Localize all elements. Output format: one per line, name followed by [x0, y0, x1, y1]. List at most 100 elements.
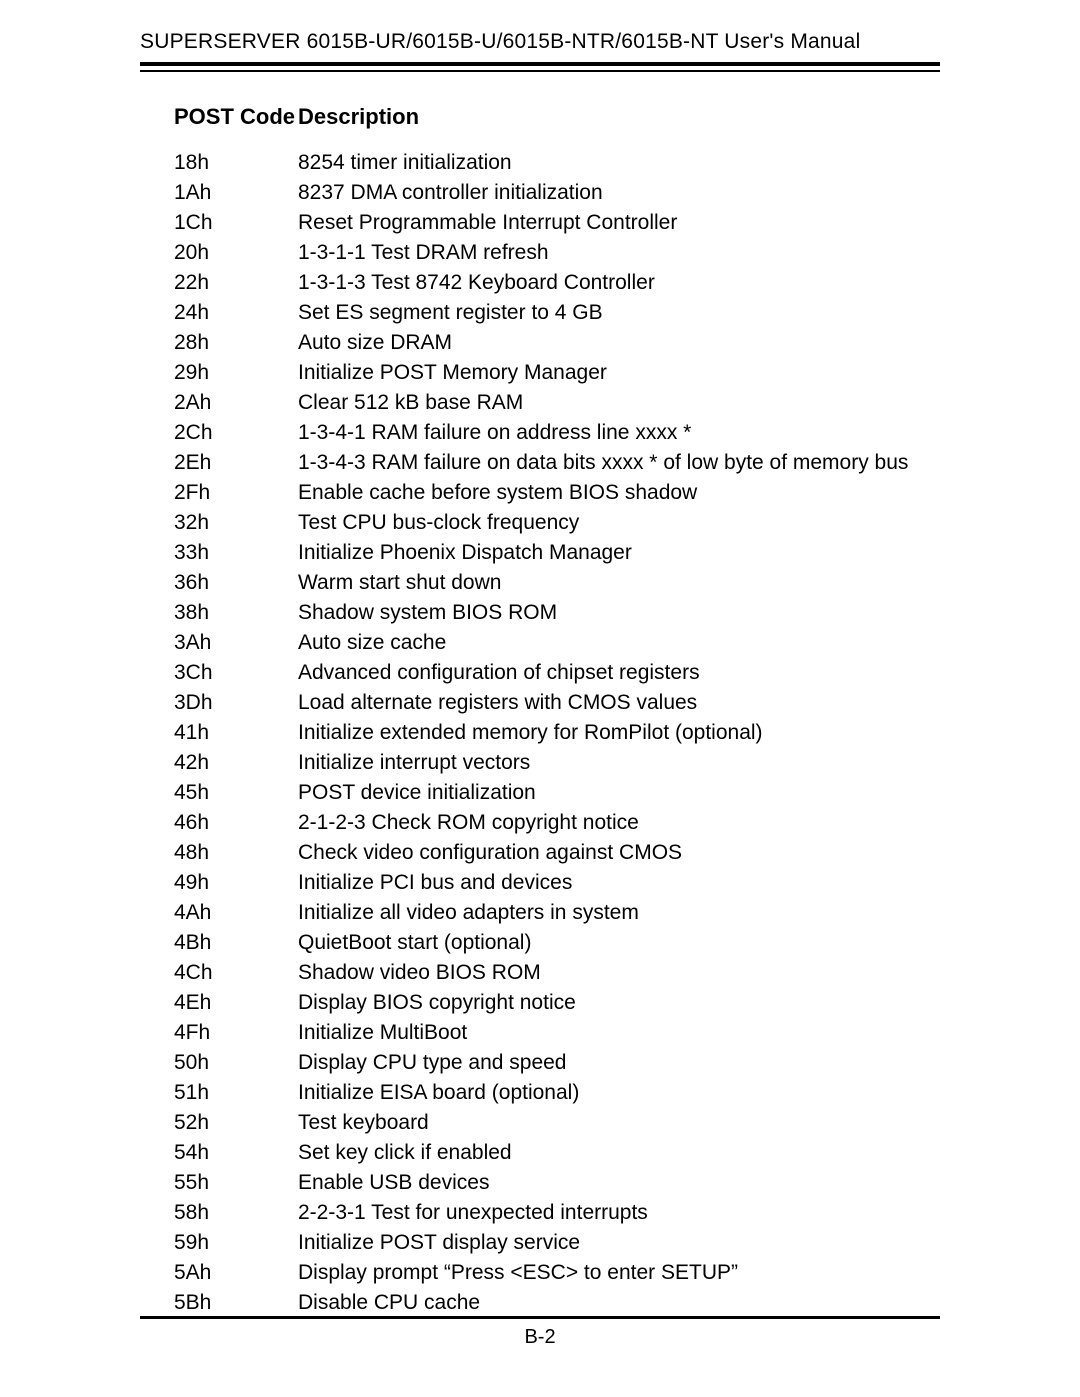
post-description: Shadow video BIOS ROM: [298, 958, 930, 988]
post-code: 2Fh: [174, 478, 298, 508]
post-description: Auto size cache: [298, 628, 930, 658]
table-row: 20h1-3-1-1 Test DRAM refresh: [174, 238, 930, 268]
post-description: Test CPU bus-clock frequency: [298, 508, 930, 538]
post-description: Disable CPU cache: [298, 1288, 930, 1318]
post-description: POST device initialization: [298, 778, 930, 808]
post-description: 2-2-3-1 Test for unexpected interrupts: [298, 1198, 930, 1228]
table-row: 3ChAdvanced configuration of chipset reg…: [174, 658, 930, 688]
post-description: Check video configuration against CMOS: [298, 838, 930, 868]
post-description: Shadow system BIOS ROM: [298, 598, 930, 628]
post-description: Initialize all video adapters in system: [298, 898, 930, 928]
table-row: 18h8254 timer initialization: [174, 148, 930, 178]
table-row: 3DhLoad alternate registers with CMOS va…: [174, 688, 930, 718]
table-row: 2Ch1-3-4-1 RAM failure on address line x…: [174, 418, 930, 448]
post-description: 1-3-4-1 RAM failure on address line xxxx…: [298, 418, 930, 448]
table-row: 46h2-1-2-3 Check ROM copyright notice: [174, 808, 930, 838]
post-description: Clear 512 kB base RAM: [298, 388, 930, 418]
table-row: 1Ah8237 DMA controller initialization: [174, 178, 930, 208]
post-code: 42h: [174, 748, 298, 778]
post-code: 2Ch: [174, 418, 298, 448]
post-description: Test keyboard: [298, 1108, 930, 1138]
post-code: 58h: [174, 1198, 298, 1228]
table-row: 4FhInitialize MultiBoot: [174, 1018, 930, 1048]
table-row: 2Eh1-3-4-3 RAM failure on data bits xxxx…: [174, 448, 930, 478]
table-row: 52hTest keyboard: [174, 1108, 930, 1138]
table-row: 28hAuto size DRAM: [174, 328, 930, 358]
post-code: 33h: [174, 538, 298, 568]
post-description: Initialize EISA board (optional): [298, 1078, 930, 1108]
post-description: Initialize extended memory for RomPilot …: [298, 718, 930, 748]
table-row: 2AhClear 512 kB base RAM: [174, 388, 930, 418]
post-description: 1-3-1-1 Test DRAM refresh: [298, 238, 930, 268]
post-description: QuietBoot start (optional): [298, 928, 930, 958]
table-row: 24hSet ES segment register to 4 GB: [174, 298, 930, 328]
table-row: 41hInitialize extended memory for RomPil…: [174, 718, 930, 748]
header-double-rule: [140, 62, 940, 72]
post-code: 22h: [174, 268, 298, 298]
post-description: Enable cache before system BIOS shadow: [298, 478, 930, 508]
table-row: 55hEnable USB devices: [174, 1168, 930, 1198]
table-row: 1ChReset Programmable Interrupt Controll…: [174, 208, 930, 238]
table-row: 33hInitialize Phoenix Dispatch Manager: [174, 538, 930, 568]
post-description: Display BIOS copyright notice: [298, 988, 930, 1018]
post-description: Set ES segment register to 4 GB: [298, 298, 930, 328]
post-code: 41h: [174, 718, 298, 748]
post-description: Reset Programmable Interrupt Controller: [298, 208, 930, 238]
post-description: 1-3-4-3 RAM failure on data bits xxxx * …: [298, 448, 930, 478]
post-code: 3Ah: [174, 628, 298, 658]
post-code: 29h: [174, 358, 298, 388]
post-code: 4Ah: [174, 898, 298, 928]
table-row: 29hInitialize POST Memory Manager: [174, 358, 930, 388]
table-row: 2FhEnable cache before system BIOS shado…: [174, 478, 930, 508]
post-code: 2Eh: [174, 448, 298, 478]
post-code: 2Ah: [174, 388, 298, 418]
post-code: 20h: [174, 238, 298, 268]
post-description: Initialize PCI bus and devices: [298, 868, 930, 898]
content-area: POST Code Description 18h8254 timer init…: [140, 104, 940, 1318]
title-part-2a: S: [213, 30, 227, 53]
post-code: 45h: [174, 778, 298, 808]
title-part-2b: ERVER 6015B-UR/6015B-U/6015B-NTR/6015B-N…: [228, 30, 861, 53]
table-row: 32hTest CPU bus-clock frequency: [174, 508, 930, 538]
post-code: 4Eh: [174, 988, 298, 1018]
post-description: Set key click if enabled: [298, 1138, 930, 1168]
table-row: 36hWarm start shut down: [174, 568, 930, 598]
post-code: 48h: [174, 838, 298, 868]
post-code: 1Ch: [174, 208, 298, 238]
table-row: 4ChShadow video BIOS ROM: [174, 958, 930, 988]
post-code: 55h: [174, 1168, 298, 1198]
post-description: Initialize MultiBoot: [298, 1018, 930, 1048]
post-code: 51h: [174, 1078, 298, 1108]
table-row: 3AhAuto size cache: [174, 628, 930, 658]
post-description: Enable USB devices: [298, 1168, 930, 1198]
post-description: Initialize POST Memory Manager: [298, 358, 930, 388]
post-description: Display prompt “Press <ESC> to enter SET…: [298, 1258, 930, 1288]
table-row: 5BhDisable CPU cache: [174, 1288, 930, 1318]
footer-rule: [140, 1316, 940, 1319]
post-description: 8254 timer initialization: [298, 148, 930, 178]
post-code: 1Ah: [174, 178, 298, 208]
post-code: 4Ch: [174, 958, 298, 988]
title-part-1b: UPER: [154, 30, 213, 53]
post-code: 50h: [174, 1048, 298, 1078]
table-row: 49hInitialize PCI bus and devices: [174, 868, 930, 898]
table-row: 51hInitialize EISA board (optional): [174, 1078, 930, 1108]
post-code: 59h: [174, 1228, 298, 1258]
post-code: 52h: [174, 1108, 298, 1138]
post-description: 2-1-2-3 Check ROM copyright notice: [298, 808, 930, 838]
table-row: 59hInitialize POST display service: [174, 1228, 930, 1258]
post-description: Advanced configuration of chipset regist…: [298, 658, 930, 688]
table-row: 4BhQuietBoot start (optional): [174, 928, 930, 958]
post-code: 4Bh: [174, 928, 298, 958]
table-row: 22h1-3-1-3 Test 8742 Keyboard Controller: [174, 268, 930, 298]
post-code: 28h: [174, 328, 298, 358]
post-code: 5Bh: [174, 1288, 298, 1318]
manual-title: SUPERSERVER 6015B-UR/6015B-U/6015B-NTR/6…: [140, 30, 940, 60]
post-code: 38h: [174, 598, 298, 628]
column-headers: POST Code Description: [174, 104, 930, 130]
post-code: 46h: [174, 808, 298, 838]
post-code: 36h: [174, 568, 298, 598]
post-code: 24h: [174, 298, 298, 328]
post-description: Load alternate registers with CMOS value…: [298, 688, 930, 718]
table-row: 4AhInitialize all video adapters in syst…: [174, 898, 930, 928]
